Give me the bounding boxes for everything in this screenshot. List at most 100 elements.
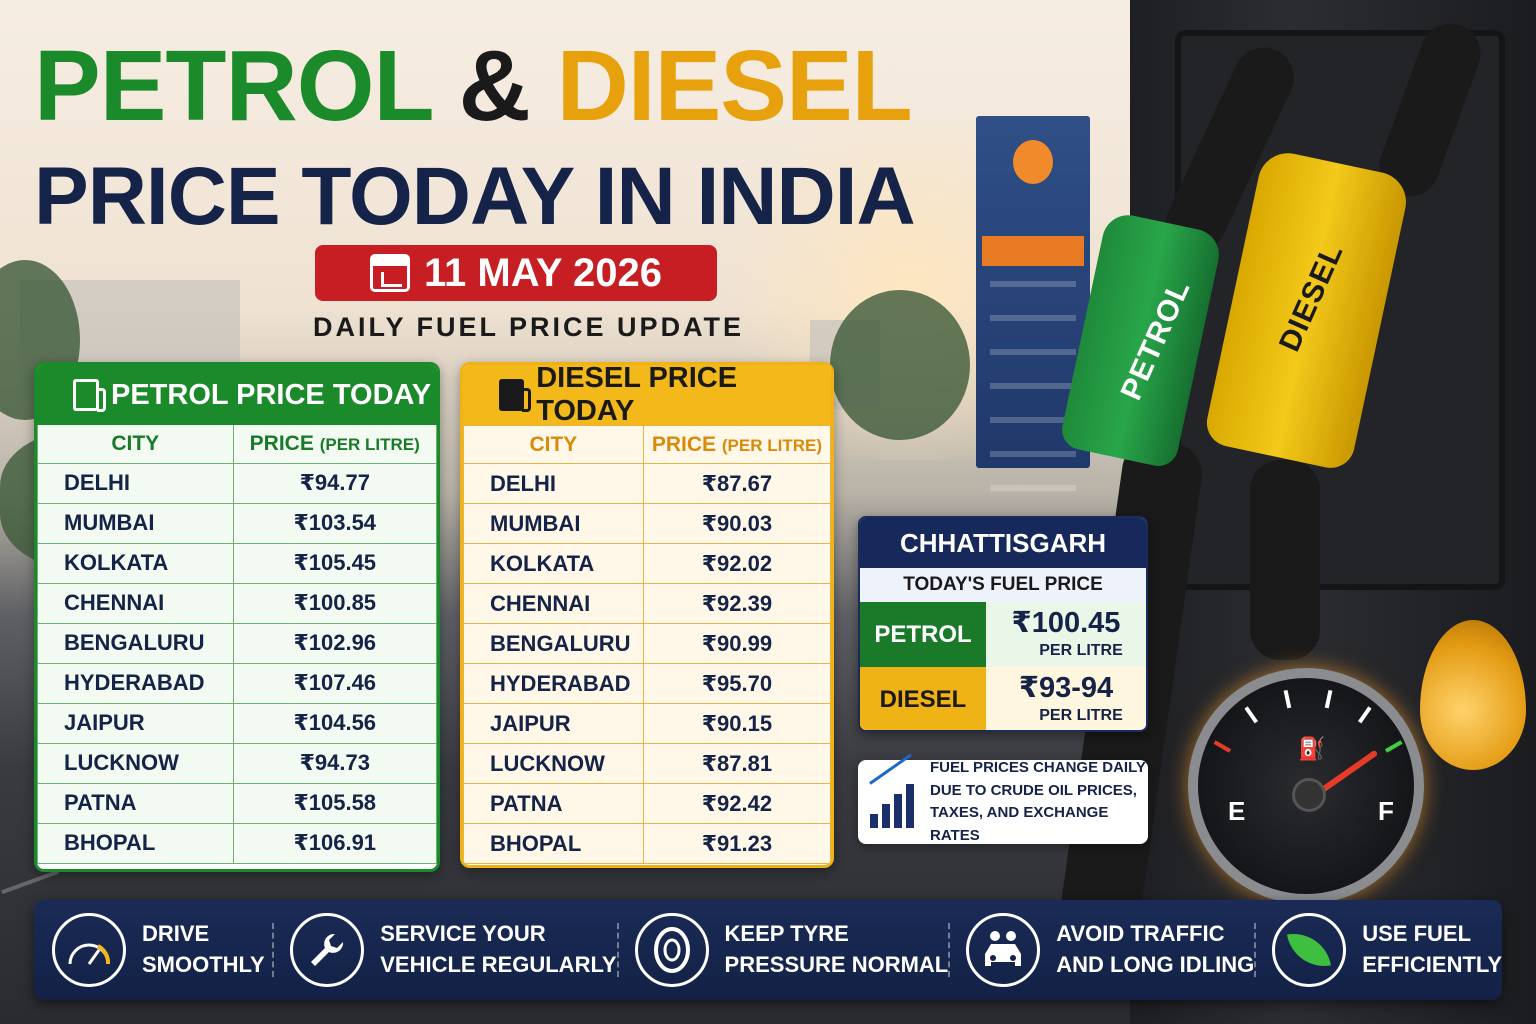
city-cell: DELHI [37,462,234,504]
price-cell: ₹94.73 [232,742,437,784]
sign-price-rows [990,281,1076,521]
chart-bar [906,784,914,828]
price-header-label: PRICE [651,432,717,456]
note-line: DUE TO CRUDE OIL PRICES, [930,781,1137,799]
tip-item: DRIVE SMOOTHLY [34,913,272,987]
chhattisgarh-diesel-row: DIESEL ₹93-94 PER LITRE [860,667,1146,730]
city-cell: JAIPUR [37,702,234,744]
headline-line2: PRICE TODAY IN INDIA [34,151,916,242]
tip-item: AVOID TRAFFIC AND LONG IDLING [948,913,1254,987]
table-row: BHOPAL ₹91.23 [463,823,831,864]
price-cell: ₹102.96 [232,622,437,664]
chhattisgarh-petrol-row: PETROL ₹100.45 PER LITRE [860,602,1146,667]
table-row: CHENNAI ₹100.85 [37,582,437,624]
tip-line: SMOOTHLY [142,952,265,977]
trend-chart-icon [868,753,920,832]
tip-line: AVOID TRAFFIC [1056,921,1225,947]
city-cell: BENGALURU [37,622,234,664]
chhattisgarh-diesel-value: ₹93-94 PER LITRE [986,667,1146,730]
city-cell: BENGALURU [463,623,644,664]
wrench-icon [290,913,365,987]
table-row: PATNA ₹92.42 [463,783,831,824]
leaf-icon [1272,913,1347,987]
petrol-price-table: CITY PRICE (PER LITRE) DELHI ₹94.77 MUMBA… [37,425,437,864]
price-cell: ₹94.77 [232,462,437,504]
table-row: JAIPUR ₹104.56 [37,702,437,744]
price-cell: ₹90.15 [642,703,831,744]
price-cell: ₹107.46 [232,662,437,704]
fuel-station-sign [976,116,1090,521]
city-column-header: CITY [463,425,644,464]
calendar-icon [370,254,410,292]
diesel-nozzle-label: DIESEL [1273,238,1350,357]
chhattisgarh-price-card: CHHATTISGARH TODAY'S FUEL PRICE PETROL ₹… [858,516,1148,732]
price-header-unit: (PER LITRE) [721,435,822,455]
petrol-price-card: PETROL PRICE TODAY CITY PRICE (PER LITRE… [34,362,440,872]
price-column-header: PRICE (PER LITRE) [642,425,831,464]
city-cell: LUCKNOW [463,743,644,784]
headline-line1: PETROL & DIESEL [34,36,913,136]
tip-line: KEEP TYRE [724,921,849,947]
price-cell: ₹104.56 [232,702,437,744]
city-cell: PATNA [37,782,234,824]
price-cell: ₹106.91 [232,822,437,864]
chart-bar [894,794,902,828]
chhattisgarh-petrol-price: ₹100.45 [1011,607,1121,639]
price-cell: ₹92.42 [642,783,831,824]
table-row: BHOPAL ₹106.91 [37,822,437,864]
petrol-card-header: PETROL PRICE TODAY [37,365,437,425]
city-cell: DELHI [463,463,644,504]
price-column-header: PRICE (PER LITRE) [232,425,437,464]
table-row: DELHI ₹94.77 [37,462,437,504]
gauge-hub [1292,778,1326,812]
price-cell: ₹105.45 [232,542,437,584]
city-cell: KOLKATA [463,543,644,584]
gauge-fuel-pump-icon: ⛽ [1298,736,1326,761]
tip-text: KEEP TYRE PRESSURE NORMAL [725,919,949,981]
table-row: PATNA ₹105.58 [37,782,437,824]
note-line: FUEL PRICES CHANGE DAILY [930,759,1146,776]
price-cell: ₹87.67 [642,463,831,504]
price-change-note: FUEL PRICES CHANGE DAILY DUE TO CRUDE OI… [858,753,1148,844]
city-cell: HYDERABAD [463,663,644,704]
tip-text: SERVICE YOUR VEHICLE REGULARLY [380,919,616,981]
table-row: MUMBAI ₹90.03 [463,503,831,544]
city-cell: CHENNAI [37,582,234,624]
chhattisgarh-petrol-value: ₹100.45 PER LITRE [986,602,1146,667]
tip-item: KEEP TYRE PRESSURE NORMAL [616,913,949,987]
price-cell: ₹92.02 [642,543,831,584]
city-cell: BHOPAL [37,822,234,864]
city-cell: PATNA [463,783,644,824]
tip-item: SERVICE YOUR VEHICLE REGULARLY [272,913,617,987]
diesel-card-title: DIESEL PRICE TODAY [536,362,738,427]
table-row: KOLKATA ₹105.45 [37,542,437,584]
chhattisgarh-diesel-price: ₹93-94 [1018,672,1114,704]
nozzle-handle [1250,460,1320,660]
tip-text: AVOID TRAFFIC AND LONG IDLING [1056,919,1254,981]
city-cell: BHOPAL [463,823,644,864]
headline-petrol: PETROL [34,30,433,142]
city-column-header: CITY [37,425,234,464]
table-row: BENGALURU ₹102.96 [37,622,437,664]
background-tree [830,290,970,440]
date-text: 11 MAY 2026 [424,250,662,295]
petrol-card-title: PETROL PRICE TODAY [111,378,432,411]
gauge-tick [1357,706,1372,724]
chart-bar [882,804,890,828]
tip-line: SERVICE YOUR [380,921,546,947]
diesel-card-header: DIESEL PRICE TODAY [463,362,831,427]
gauge-empty-label: E [1228,796,1246,826]
headline-ampersand: & [458,30,531,142]
gauge-full-label: F [1378,796,1394,826]
price-cell: ₹105.58 [232,782,437,824]
city-cell: HYDERABAD [37,662,234,704]
fuel-pump-icon [499,379,532,412]
tip-line: USE FUEL [1362,921,1472,947]
city-cell: MUMBAI [37,502,234,544]
petrol-nozzle-label: PETROL [1114,274,1197,405]
chhattisgarh-subtitle: TODAY'S FUEL PRICE [860,568,1146,602]
tip-line: VEHICLE REGULARLY [380,952,617,977]
diesel-price-table: CITY PRICE (PER LITRE) DELHI ₹87.67 MUMBA… [463,425,831,864]
table-row: JAIPUR ₹90.15 [463,703,831,744]
